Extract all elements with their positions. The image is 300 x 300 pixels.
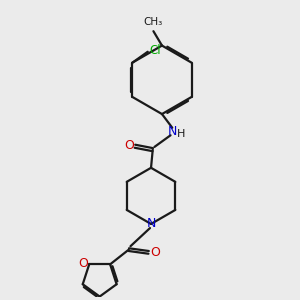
Text: O: O — [78, 257, 88, 270]
Text: O: O — [124, 139, 134, 152]
Text: Cl: Cl — [149, 44, 161, 56]
Text: CH₃: CH₃ — [143, 16, 162, 27]
Text: H: H — [177, 129, 186, 139]
Text: N: N — [146, 218, 156, 230]
Text: O: O — [150, 246, 160, 259]
Text: N: N — [168, 125, 177, 138]
